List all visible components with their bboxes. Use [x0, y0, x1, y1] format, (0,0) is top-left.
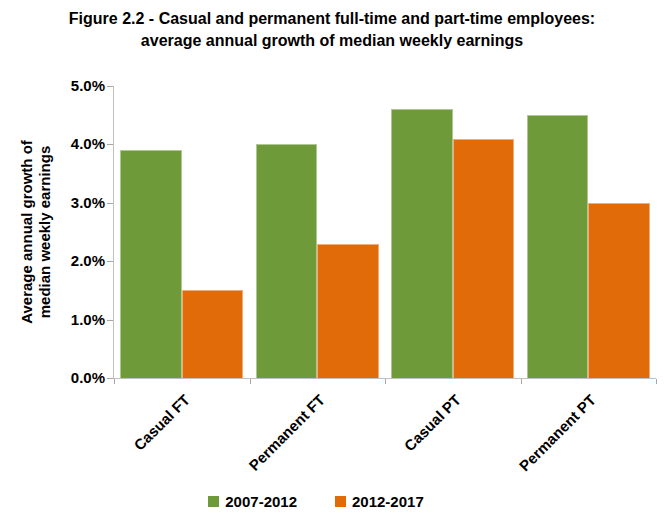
y-tick-mark	[107, 261, 113, 262]
bar-2012-2017-permanent-ft	[317, 244, 379, 378]
chart-title: Figure 2.2 - Casual and permanent full-t…	[0, 8, 664, 52]
bar-2007-2012-permanent-ft	[256, 144, 318, 378]
y-tick-label-0-0-: 0.0%	[71, 369, 105, 387]
x-tick-mark	[114, 379, 115, 384]
bar-2012-2017-casual-ft	[182, 290, 244, 378]
y-tick-mark	[107, 378, 113, 379]
y-tick-mark	[107, 203, 113, 204]
y-tick-label-2-0-: 2.0%	[71, 252, 105, 270]
bar-2007-2012-casual-pt	[391, 109, 453, 378]
bar-2007-2012-casual-ft	[120, 150, 182, 378]
y-tick-mark	[107, 320, 113, 321]
y-axis-title-line-2: median weekly earnings	[36, 140, 54, 324]
chart-title-line-2: average annual growth of median weekly e…	[0, 30, 664, 52]
x-tick-mark	[656, 379, 657, 384]
y-tick-mark	[107, 144, 113, 145]
plot-area	[113, 86, 656, 379]
x-tick-mark	[521, 379, 522, 384]
chart-title-line-1: Figure 2.2 - Casual and permanent full-t…	[0, 8, 664, 30]
figure-2-2-chart: Figure 2.2 - Casual and permanent full-t…	[0, 0, 664, 526]
bar-2012-2017-permanent-pt	[588, 203, 650, 378]
y-tick-label-3-0-: 3.0%	[71, 194, 105, 212]
y-axis-title-line-1: Average annual growth of	[18, 140, 36, 324]
bar-2007-2012-permanent-pt	[527, 115, 589, 378]
y-tick-label-1-0-: 1.0%	[71, 311, 105, 329]
bar-2012-2017-casual-pt	[453, 139, 515, 378]
x-tick-mark	[385, 379, 386, 384]
y-axis-title: Average annual growth of median weekly e…	[18, 140, 54, 324]
y-tick-label-5-0-: 5.0%	[71, 77, 105, 95]
y-tick-label-4-0-: 4.0%	[71, 135, 105, 153]
y-tick-mark	[107, 86, 113, 87]
legend-label-2007-2012: 2007-2012	[225, 494, 297, 509]
x-tick-mark	[250, 379, 251, 384]
